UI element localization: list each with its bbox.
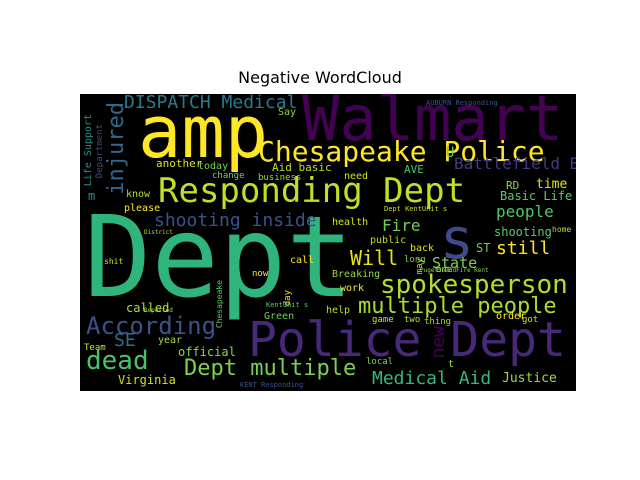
word-people: people bbox=[496, 202, 554, 221]
word-pugetsound: PugetSoundFire Kent bbox=[420, 267, 489, 274]
word-call: call bbox=[290, 255, 315, 266]
word-life-support: Life Support bbox=[83, 114, 94, 187]
word-responding-dept: Responding Dept bbox=[158, 171, 466, 211]
word-dept-kentunit: Dept KentUnit s bbox=[384, 205, 448, 213]
word-spokesperson: spokesperson bbox=[380, 270, 568, 300]
word-rd: RD bbox=[506, 179, 520, 192]
word-shooting: shooting bbox=[494, 225, 552, 239]
word-change: change bbox=[212, 171, 245, 181]
word-please: please bbox=[124, 203, 161, 214]
word-know: know bbox=[126, 189, 151, 200]
word-justice: Justice bbox=[502, 371, 557, 386]
word-t: t bbox=[448, 359, 455, 370]
chart-title: Negative WordCloud bbox=[238, 68, 402, 87]
word-team: Team bbox=[84, 343, 106, 353]
word-m: m bbox=[88, 189, 96, 203]
word-long: long bbox=[404, 255, 426, 265]
word-chesapeake-small: Chesapeake bbox=[215, 280, 224, 329]
word-need: need bbox=[344, 171, 369, 182]
word-dead: dead bbox=[86, 346, 149, 376]
word-amp: amp bbox=[138, 94, 269, 174]
word-fire: Fire bbox=[382, 216, 421, 235]
word-order: order bbox=[496, 311, 527, 322]
word-cloud-image: Dept Walmart amp Police Dept Responding … bbox=[80, 94, 576, 391]
word-business: business bbox=[258, 173, 302, 183]
word-say: Say bbox=[278, 107, 297, 118]
word-got: got bbox=[522, 315, 539, 325]
word-virginia: Virginia bbox=[118, 373, 176, 387]
word-one: one bbox=[436, 265, 453, 275]
word-police-dept: Police Dept bbox=[248, 312, 566, 368]
word-u: U bbox=[446, 145, 455, 161]
word-home: home bbox=[552, 225, 572, 234]
word-dept-multiple: Dept multiple bbox=[184, 356, 357, 381]
word-will: Will bbox=[350, 246, 399, 270]
word-medical-aid: Medical Aid bbox=[372, 368, 492, 389]
word-year: year bbox=[158, 335, 183, 346]
word-green: Green bbox=[264, 311, 295, 322]
word-another: another bbox=[156, 157, 203, 170]
word-two: two bbox=[404, 315, 421, 325]
word-injured: injured bbox=[104, 102, 129, 195]
word-shit: shit bbox=[104, 257, 124, 266]
word-auburn-responding: AUBURN Responding bbox=[426, 99, 498, 107]
word-called: called bbox=[126, 301, 170, 315]
word-breaking: Breaking bbox=[332, 269, 381, 280]
word-kentunit: KentUnit s bbox=[266, 301, 309, 309]
word-help: help bbox=[326, 305, 351, 316]
word-health: health bbox=[332, 217, 369, 228]
word-walmart: Walmart bbox=[302, 94, 564, 155]
word-district: District bbox=[144, 229, 173, 236]
word-new: new bbox=[428, 326, 449, 359]
word-now: now bbox=[252, 269, 269, 279]
word-local: local bbox=[366, 357, 394, 367]
word-s: s bbox=[440, 207, 474, 272]
word-public: public bbox=[370, 235, 407, 246]
word-work: work bbox=[340, 283, 365, 294]
word-dept-large: Dept bbox=[84, 193, 354, 323]
word-basic-life: Basic Life bbox=[500, 189, 573, 203]
word-aid-basic: Aid basic bbox=[272, 161, 332, 174]
word-dispatch-medical: DISPATCH Medical bbox=[124, 94, 298, 113]
word-today: today bbox=[198, 161, 229, 172]
word-state: State bbox=[432, 254, 478, 272]
word-time: time bbox=[536, 177, 568, 192]
word-still: still bbox=[496, 238, 551, 259]
word-multiple-people: multiple people bbox=[358, 294, 557, 319]
word-st: ST bbox=[476, 241, 491, 255]
word-kent-responding: KENT Responding bbox=[240, 381, 304, 389]
word-thing: thing bbox=[424, 317, 452, 327]
word-ave: AVE bbox=[404, 163, 424, 176]
word-game: game bbox=[372, 315, 394, 325]
word-official: official bbox=[178, 345, 236, 359]
word-chesapeake-police: Chesapeake Police bbox=[258, 135, 545, 168]
word-back: back bbox=[410, 243, 435, 254]
word-battlefield-blvd: Battlefield Blvd bbox=[454, 154, 576, 173]
word-according: According bbox=[86, 312, 217, 340]
word-shooting-inside: shooting inside bbox=[154, 210, 317, 231]
word-se: SE bbox=[114, 330, 136, 351]
word-department: Department bbox=[95, 124, 105, 179]
word-reported: Reported bbox=[144, 307, 173, 314]
